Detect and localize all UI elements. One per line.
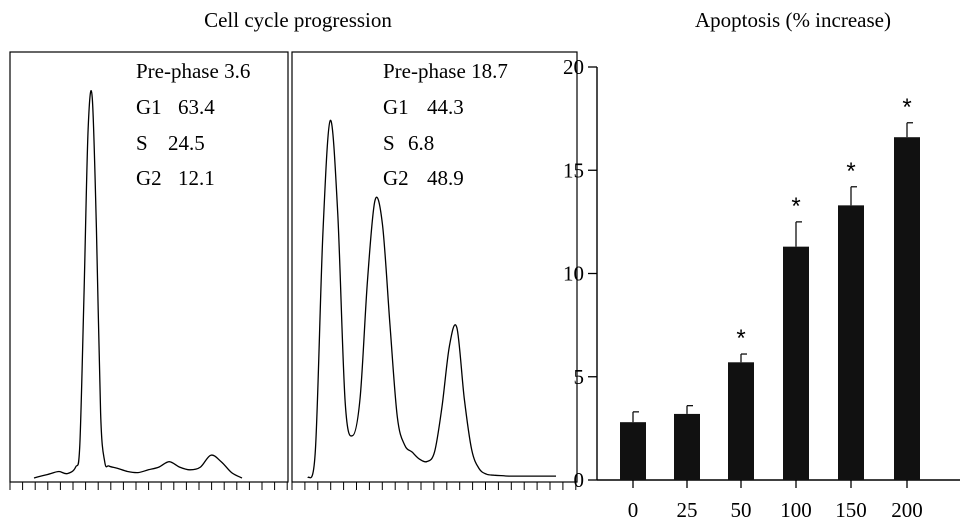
stat-g2: G2 12.1 xyxy=(136,166,215,190)
y-tick-label: 20 xyxy=(563,55,584,79)
stat-s: S 6.8 xyxy=(383,131,434,155)
significance-marker: * xyxy=(846,158,855,185)
bar xyxy=(838,205,864,481)
apoptosis-bar-chart: 0 5 10 15 20 * * * * 0 25 50 100 150 200 xyxy=(563,55,960,522)
bar xyxy=(783,246,809,480)
significance-marker: * xyxy=(902,94,911,121)
stat-g2: G2 48.9 xyxy=(383,166,464,190)
bar xyxy=(620,422,646,480)
y-ticks: 0 5 10 15 20 xyxy=(563,55,597,492)
x-tick-label: 50 xyxy=(731,498,752,522)
bars: * * * * xyxy=(620,94,920,481)
stats-block: Pre-phase 18.7 G1 44.3 S 6.8 G2 48.9 xyxy=(383,59,508,190)
x-tick-labels: 0 25 50 100 150 200 xyxy=(628,480,923,522)
x-tick-label: 200 xyxy=(891,498,923,522)
histogram-curve xyxy=(307,119,556,479)
x-tick-label: 25 xyxy=(677,498,698,522)
bar xyxy=(728,362,754,480)
panel-frame xyxy=(291,51,578,483)
y-tick-label: 15 xyxy=(563,158,584,182)
significance-marker: * xyxy=(791,193,800,220)
stat-s: S 24.5 xyxy=(136,131,205,155)
stat-prephase: Pre-phase 3.6 xyxy=(136,59,250,83)
x-ticks xyxy=(9,482,288,490)
histogram-panel-treated: Pre-phase 18.7 G1 44.3 S 6.8 G2 48.9 xyxy=(291,51,578,490)
apoptosis-title: Apoptosis (% increase) xyxy=(695,8,891,32)
x-tick-label: 100 xyxy=(780,498,812,522)
x-tick-label: 150 xyxy=(835,498,867,522)
stat-g1: G1 63.4 xyxy=(136,95,215,119)
bar xyxy=(674,413,700,480)
cell-cycle-title: Cell cycle progression xyxy=(204,8,392,32)
y-tick-label: 0 xyxy=(574,468,585,492)
histogram-panel-control: Pre-phase 3.6 G1 63.4 S 24.5 G2 12.1 xyxy=(9,51,289,490)
x-tick-label: 0 xyxy=(628,498,639,522)
bar xyxy=(894,137,920,480)
y-tick-label: 5 xyxy=(574,365,585,389)
histogram-curve xyxy=(33,90,243,479)
significance-marker: * xyxy=(736,325,745,352)
y-tick-label: 10 xyxy=(563,262,584,286)
stat-g1: G1 44.3 xyxy=(383,95,464,119)
stats-block: Pre-phase 3.6 G1 63.4 S 24.5 G2 12.1 xyxy=(136,59,250,190)
x-ticks xyxy=(291,482,577,490)
stat-prephase: Pre-phase 18.7 xyxy=(383,59,508,83)
